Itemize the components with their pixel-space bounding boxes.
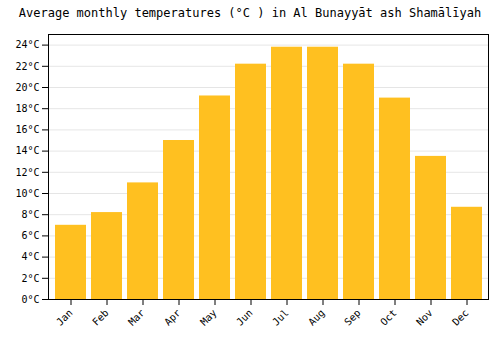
html-text:Average monthly temperatures (: Average monthly temperatures (°C ) in Al… xyxy=(18,6,482,20)
svg-text:0°C: 0°C xyxy=(21,294,39,305)
svg-text:6°C: 6°C xyxy=(21,230,39,241)
svg-text:Nov: Nov xyxy=(414,307,435,328)
svg-text:22°C: 22°C xyxy=(15,61,39,72)
svg-text:Jul: Jul xyxy=(270,307,291,328)
svg-text:May: May xyxy=(198,307,219,328)
svg-text:Aug: Aug xyxy=(306,307,327,328)
svg-text:Feb: Feb xyxy=(90,307,111,328)
svg-text:20°C: 20°C xyxy=(15,82,39,93)
svg-text:8°C: 8°C xyxy=(21,209,39,220)
svg-text:Jan: Jan xyxy=(54,307,75,328)
svg-text:24°C: 24°C xyxy=(15,39,39,50)
svg-text:Jun: Jun xyxy=(234,307,255,328)
svg-text:14°C: 14°C xyxy=(15,145,39,156)
svg-text:10°C: 10°C xyxy=(15,188,39,199)
svg-text:4°C: 4°C xyxy=(21,251,39,262)
svg-text:18°C: 18°C xyxy=(15,103,39,114)
svg-text:Mar: Mar xyxy=(126,307,147,328)
svg-text:2°C: 2°C xyxy=(21,273,39,284)
svg-text:Oct: Oct xyxy=(378,307,399,328)
svg-text:12°C: 12°C xyxy=(15,167,39,178)
svg-text:Sep: Sep xyxy=(342,307,363,328)
svg-text:Apr: Apr xyxy=(162,307,183,328)
svg-text:16°C: 16°C xyxy=(15,124,39,135)
svg-text:Dec: Dec xyxy=(450,307,471,328)
